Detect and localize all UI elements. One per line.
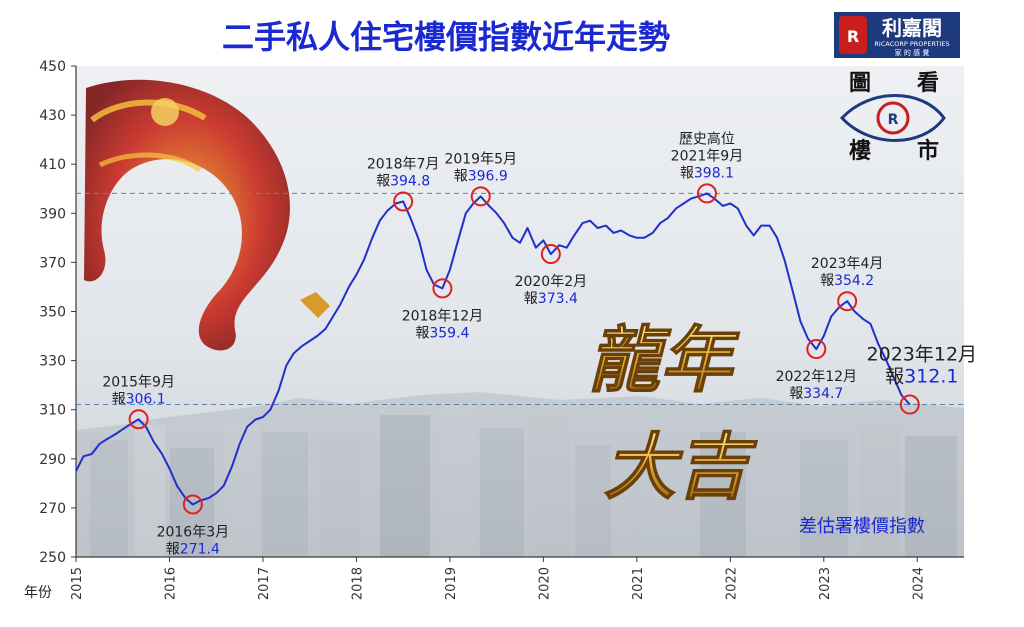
annotation-value: 359.4: [429, 325, 469, 341]
annotation-title: 歷史高位: [679, 130, 735, 147]
annotation-prefix: 報: [680, 165, 694, 181]
annotation-value-label: 報359.4: [415, 325, 469, 341]
annotation-date: 2023年4月: [811, 256, 884, 272]
annotation-prefix: 報: [415, 325, 429, 341]
peak-trough-marker: [128, 409, 149, 430]
x-tick-label: 2019: [444, 567, 459, 600]
annotation-date: 2022年12月: [776, 369, 857, 385]
annotation-value: 334.7: [803, 386, 843, 402]
annotation-date: 2021年9月: [671, 148, 744, 164]
annotation-value: 396.9: [468, 168, 508, 184]
brand-tagline: 家 的 感 覺: [895, 48, 930, 57]
annotation-value: 398.1: [694, 165, 734, 181]
annotation-prefix: 報: [454, 168, 468, 184]
badge-char-2: 看: [917, 71, 939, 96]
svg-text:R: R: [888, 112, 899, 128]
y-tick-label: 330: [39, 354, 66, 370]
slogan-line2: 大吉: [604, 425, 758, 509]
annotation-prefix: 報: [166, 541, 180, 557]
x-axis-label: 年份: [24, 585, 52, 601]
brand-name: 利嘉閣: [882, 16, 942, 40]
annotation-prefix: 報: [789, 386, 803, 402]
annotation-date: 2023年12月: [867, 344, 978, 366]
peak-trough-marker: [806, 339, 827, 360]
y-tick-label: 350: [39, 305, 66, 321]
annotation-date: 2015年9月: [102, 374, 175, 390]
city-skyline-image: [76, 392, 964, 557]
y-tick-label: 450: [39, 59, 66, 75]
slogan-line1: 龍年: [588, 318, 740, 402]
peak-trough-marker: [696, 183, 717, 204]
badge-char-4: 市: [917, 138, 939, 164]
peak-trough-marker: [540, 244, 561, 265]
x-tick-label: 2018: [350, 567, 365, 600]
annotation-value-label: 報394.8: [376, 174, 430, 190]
peak-trough-marker: [432, 278, 453, 299]
annotation-value-label: 報312.1: [885, 366, 958, 388]
peak-trough-marker: [837, 291, 858, 312]
x-tick-label: 2022: [724, 567, 739, 600]
annotation-value-label: 報271.4: [166, 541, 220, 557]
annotation-date: 2018年7月: [367, 157, 440, 173]
annotation-value: 394.8: [390, 174, 430, 190]
peak-trough-marker: [182, 494, 203, 515]
annotation-value-label: 報306.1: [112, 391, 166, 407]
annotation-value-label: 報373.4: [524, 291, 578, 307]
chart-title: 二手私人住宅樓價指數近年走勢: [222, 18, 670, 56]
annotation-date: 2018年12月: [402, 308, 483, 324]
y-tick-label: 430: [39, 108, 66, 124]
annotation-value: 354.2: [834, 273, 874, 289]
y-tick-label: 410: [39, 157, 66, 173]
brand-logo: R 利嘉閣 RICACORP PROPERTIES 家 的 感 覺: [834, 12, 960, 58]
y-tick-label: 290: [39, 452, 66, 468]
peak-trough-marker: [393, 191, 414, 212]
svg-text:R: R: [847, 27, 859, 46]
x-tick-label: 2021: [631, 567, 646, 600]
annotation-prefix: 報: [820, 273, 834, 289]
annotation-value: 271.4: [180, 541, 220, 557]
badge-char-1: 圖: [849, 71, 871, 96]
x-tick-label: 2020: [537, 567, 552, 600]
y-tick-label: 390: [39, 206, 66, 222]
y-tick-label: 270: [39, 501, 66, 517]
slogan: 龍年 大吉: [587, 317, 758, 509]
peak-trough-marker: [899, 394, 920, 415]
annotation-value: 373.4: [538, 291, 578, 307]
annotation-prefix: 報: [885, 366, 904, 388]
annotation-date: 2020年2月: [515, 274, 588, 290]
annotation-date: 2016年3月: [157, 524, 230, 540]
series-line: [75, 192, 911, 506]
badge-char-3: 樓: [849, 139, 871, 164]
brand-english: RICACORP PROPERTIES: [874, 40, 949, 48]
x-tick-label: 2017: [257, 567, 272, 600]
x-tick-label: 2015: [70, 567, 85, 600]
x-tick-label: 2016: [163, 567, 178, 600]
y-tick-label: 370: [39, 255, 66, 271]
x-tick-label: 2024: [911, 567, 926, 600]
annotation-prefix: 報: [376, 174, 390, 190]
y-tick-label: 250: [39, 550, 66, 566]
x-tick-label: 2023: [818, 567, 833, 600]
annotation-value: 306.1: [126, 391, 166, 407]
annotation-prefix: 報: [112, 391, 126, 407]
corner-badge: R 圖 看 樓 市: [839, 71, 946, 164]
y-tick-label: 310: [39, 403, 66, 419]
annotation-value-label: 報334.7: [789, 386, 843, 402]
annotation-value-label: 報354.2: [820, 273, 874, 289]
source-label: 差估署樓價指數: [799, 516, 925, 537]
annotation-date: 2019年5月: [444, 151, 517, 167]
annotation-prefix: 報: [524, 291, 538, 307]
annotation-value-label: 報396.9: [454, 168, 508, 184]
annotation-value: 312.1: [904, 366, 958, 388]
annotation-value-label: 報398.1: [680, 165, 734, 181]
peak-trough-marker: [470, 186, 491, 207]
dragon-image: [84, 79, 330, 351]
